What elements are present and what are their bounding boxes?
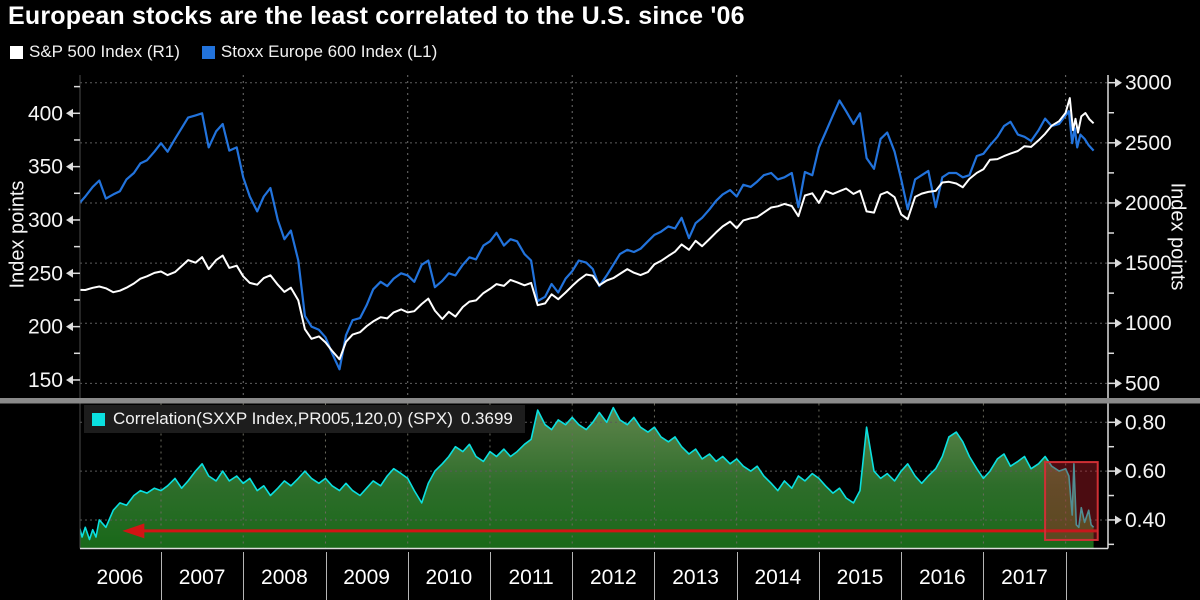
tick-arrow <box>1115 466 1122 476</box>
tick-label: 250 <box>28 262 63 285</box>
tick-arrow <box>66 215 73 225</box>
tick-arrow <box>66 268 73 278</box>
correlation-legend-label: Correlation(SXXP Index,PR005,120,0) (SPX… <box>113 409 453 428</box>
tick-arrow <box>1115 258 1122 268</box>
axes: 150 200 250 300 350 400 500 1000 1500 2000 2500 300… <box>28 72 1172 550</box>
tick-label: 2500 <box>1125 132 1172 155</box>
legend-label: Stoxx Europe 600 Index (L1) <box>220 42 438 61</box>
correlation-legend[interactable]: Correlation(SXXP Index,PR005,120,0) (SPX… <box>84 405 525 433</box>
tick-label: 0.60 <box>1125 460 1166 483</box>
correlation-swatch <box>92 412 105 426</box>
main-series <box>80 97 1095 371</box>
correlation-area-fill <box>80 407 1094 549</box>
highlight-box <box>1044 461 1099 541</box>
tick-label: 0.80 <box>1125 411 1166 434</box>
tick-arrow <box>66 108 73 118</box>
tick-label: 1500 <box>1125 252 1172 275</box>
legend-item-1[interactable]: Stoxx Europe 600 Index (L1) <box>201 42 438 62</box>
tick-arrow <box>1115 318 1122 328</box>
stoxx600-line <box>80 99 1095 371</box>
correlation-line <box>80 406 1095 541</box>
main-gridlines <box>80 75 1108 398</box>
red-arrow-head <box>122 523 145 539</box>
tick-arrow <box>66 322 73 332</box>
tick-arrow <box>66 162 73 172</box>
page-title: European stocks are the least correlated… <box>8 2 745 30</box>
tick-label: 200 <box>28 316 63 339</box>
tick-label: 350 <box>28 156 63 179</box>
tick-label: 3000 <box>1125 72 1172 95</box>
tick-label: 150 <box>28 369 63 392</box>
tick-arrow <box>66 375 73 385</box>
legend-swatch <box>10 45 23 59</box>
correlation-panel <box>80 403 1108 549</box>
tick-label: 500 <box>1125 372 1160 395</box>
tick-arrow <box>1115 78 1122 88</box>
tick-label: 400 <box>28 102 63 125</box>
legend-item-0[interactable]: S&P 500 Index (R1) <box>10 42 180 62</box>
tick-arrow <box>1115 515 1122 525</box>
tick-label: 1000 <box>1125 312 1172 335</box>
tick-label: 2000 <box>1125 192 1172 215</box>
panel-separator-bar <box>0 398 1200 404</box>
tick-arrow <box>1115 378 1122 388</box>
legend-label: S&P 500 Index (R1) <box>29 42 180 61</box>
tick-label: 300 <box>28 209 63 232</box>
tick-arrow <box>1115 198 1122 208</box>
correlation-legend-value: 0.3699 <box>460 409 513 428</box>
tick-label: 0.40 <box>1125 509 1166 532</box>
main-legend: S&P 500 Index (R1) Stoxx Europe 600 Index… <box>10 42 437 62</box>
tick-arrow <box>1115 417 1122 427</box>
tick-arrow <box>1115 138 1122 148</box>
legend-swatch <box>201 45 215 59</box>
sp500-line <box>80 97 1095 361</box>
